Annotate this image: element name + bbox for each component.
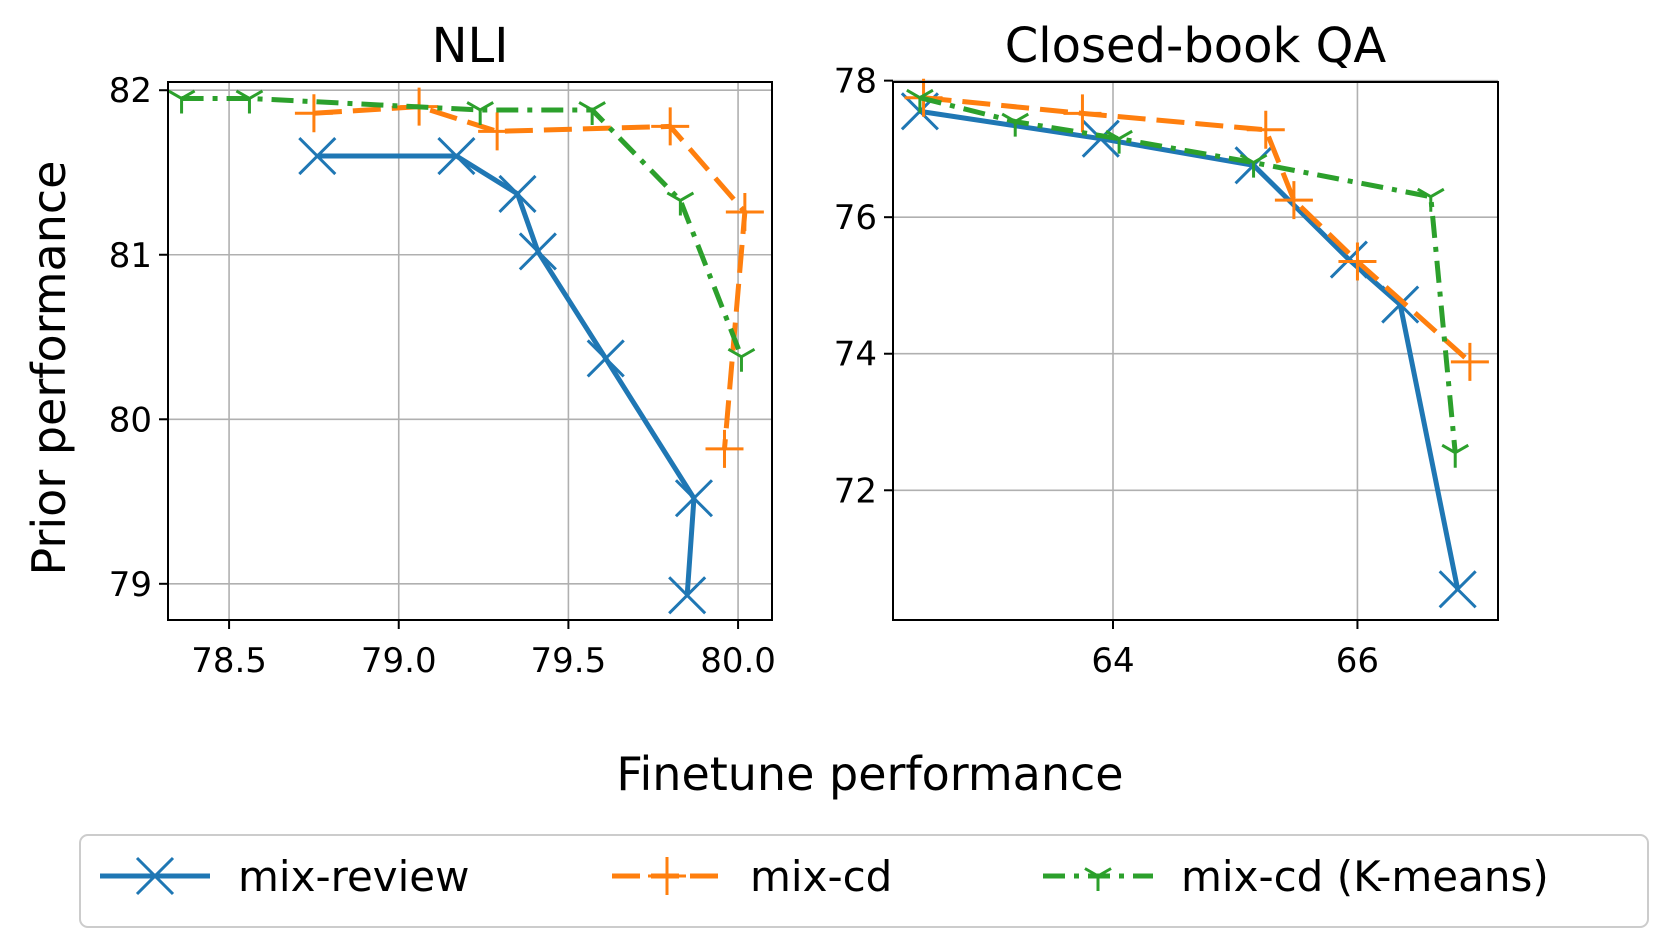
legend-label: mix-cd (K-means): [1181, 852, 1549, 901]
data-point-mix-cd: [294, 94, 333, 133]
data-point-mix-cd: [1338, 242, 1377, 281]
y-tick-label: 82: [109, 71, 152, 111]
x-tick-label: 64: [1091, 641, 1134, 681]
data-point-mix-cd-kmeans: [167, 89, 196, 114]
data-point-mix-cd-kmeans: [466, 101, 494, 125]
legend-item-mix-review: mix-review: [100, 852, 470, 901]
data-point-mix-review: [437, 136, 476, 176]
y-tick-label: 80: [109, 400, 152, 440]
data-point-mix-cd-kmeans: [1416, 187, 1445, 212]
data-point-mix-cd: [1063, 94, 1102, 133]
series-line-mix-review: [919, 108, 1461, 590]
x-tick-label: 79.5: [531, 641, 607, 681]
data-point-mix-cd-kmeans: [578, 101, 606, 125]
y-tick-label: 78: [834, 62, 877, 102]
data-point-mix-cd-kmeans: [666, 191, 695, 216]
legend-item-mix-cd-kmeans: mix-cd (K-means): [1043, 852, 1549, 901]
legend-items: mix-review mix-cd mix-cd (K-means): [100, 852, 1549, 901]
legend-label: mix-cd: [750, 852, 892, 901]
x-tick-label: 78.5: [191, 641, 267, 681]
data-point-mix-review: [1381, 285, 1420, 324]
data-point-mix-review: [1329, 240, 1368, 279]
data-point-mix-cd: [1246, 110, 1285, 149]
nli-axes-frame: [167, 81, 773, 621]
series-mix-review: [298, 136, 714, 615]
y-tick-label: 76: [834, 198, 877, 238]
qa-axes-frame: [892, 81, 1499, 621]
data-point-mix-review: [668, 576, 707, 615]
panel-nli: 78.5 79.0 79.5 80.0 79 80 81 82 NLI: [109, 18, 776, 681]
data-point-mix-cd-kmeans: [235, 89, 264, 114]
legend-box: [79, 834, 1649, 928]
legend-marker-mix-review: [135, 856, 175, 896]
data-point-mix-cd-kmeans: [1441, 443, 1470, 468]
data-point-mix-cd: [651, 107, 690, 146]
qa-grid: [893, 79, 1498, 620]
data-point-mix-review: [586, 339, 625, 378]
legend-label: mix-review: [238, 852, 470, 901]
legend-marker-mix-cd: [648, 857, 686, 895]
data-point-mix-review: [298, 136, 337, 176]
data-point-mix-cd: [478, 112, 517, 151]
data-point-mix-review: [518, 232, 557, 271]
qa-series: [900, 78, 1489, 609]
series-line-mix-cd: [923, 95, 1472, 364]
legend: mix-review mix-cd mix-cd (K-means): [79, 834, 1649, 928]
data-point-mix-cd-kmeans: [906, 88, 934, 113]
data-point-mix-review: [498, 174, 537, 213]
data-point-mix-review: [674, 479, 714, 518]
panel-closed-book-qa: 64 66 72 74 76 78 Closed-book QA: [834, 18, 1499, 681]
data-point-mix-cd-kmeans: [1001, 112, 1030, 137]
data-point-mix-cd: [1274, 181, 1313, 220]
legend-item-mix-cd: mix-cd: [612, 852, 892, 901]
data-point-mix-cd: [725, 192, 764, 231]
y-tick-label: 79: [109, 565, 152, 605]
y-tick-label: 74: [834, 335, 877, 375]
data-point-mix-cd-kmeans: [1239, 153, 1268, 178]
qa-title: Closed-book QA: [1005, 18, 1387, 74]
data-point-mix-cd: [705, 429, 744, 468]
nli-series: [167, 87, 764, 615]
x-axis-label: Finetune performance: [616, 747, 1123, 801]
y-tick-label: 81: [109, 236, 152, 276]
x-tick-label: 80.0: [700, 641, 776, 681]
series-line-mix-cd-kmeans: [181, 95, 744, 358]
series-mix-cd-kmeans: [906, 88, 1470, 468]
series-line-mix-review: [317, 153, 697, 596]
series-mix-cd: [294, 87, 764, 468]
data-point-mix-cd: [1450, 342, 1489, 381]
series-mix-cd-kmeans: [167, 89, 756, 372]
nli-ticks: 78.5 79.0 79.5 80.0 79 80 81 82: [109, 71, 776, 681]
data-point-mix-review: [1081, 119, 1120, 158]
nli-grid: [168, 82, 772, 620]
x-tick-label: 66: [1336, 641, 1379, 681]
nli-title: NLI: [432, 18, 509, 74]
x-tick-label: 79.0: [361, 641, 437, 681]
legend-marker-mix-cd-kmeans: [1084, 867, 1112, 891]
qa-ticks: 64 66 72 74 76 78: [834, 62, 1379, 681]
data-point-mix-review: [1438, 570, 1477, 609]
data-point-mix-cd-kmeans: [1105, 129, 1133, 154]
data-point-mix-cd-kmeans: [727, 347, 756, 372]
y-tick-label: 72: [834, 471, 877, 511]
series-mix-review: [900, 92, 1477, 609]
y-axis-label: Prior performance: [22, 161, 76, 576]
series-line-mix-cd-kmeans: [919, 95, 1458, 453]
